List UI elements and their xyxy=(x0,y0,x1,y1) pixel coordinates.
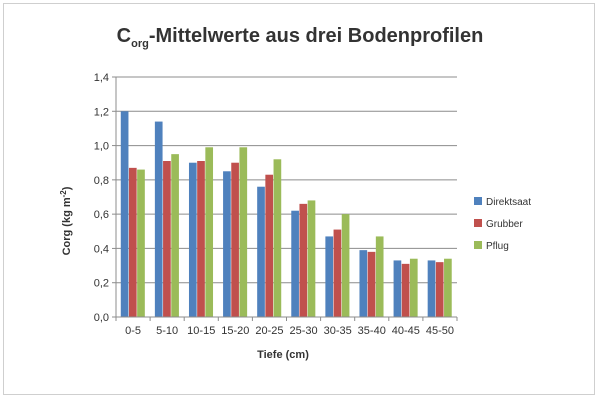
bar-direktsaat-0-5 xyxy=(120,111,129,318)
bar-grubber-10-15 xyxy=(197,161,205,317)
bar-grubber-15-20 xyxy=(231,162,239,317)
y-axis-label-main: Corg (kg m xyxy=(61,197,73,255)
bars xyxy=(120,111,452,318)
y-tick-label: 0,8 xyxy=(94,175,109,187)
x-tick-label: 40-45 xyxy=(392,325,420,337)
bar-direktsaat-15-20 xyxy=(223,171,231,317)
x-tick-label: 20-25 xyxy=(255,325,283,337)
x-tick-label: 25-30 xyxy=(289,325,317,337)
bar-pflug-10-15 xyxy=(205,147,214,317)
y-axis-label-superscript: -2 xyxy=(59,190,68,198)
bar-direktsaat-30-35 xyxy=(325,236,334,317)
y-tick-label: 1,0 xyxy=(94,141,109,153)
chart-frame: Corg-Mittelwerte aus drei Bodenprofilen … xyxy=(3,3,595,395)
bar-grubber-35-40 xyxy=(367,251,376,317)
x-tick-label: 15-20 xyxy=(221,325,249,337)
y-axis-label-end: ) xyxy=(61,186,73,190)
y-tick-label: 1,4 xyxy=(94,72,109,84)
bar-direktsaat-20-25 xyxy=(257,186,265,317)
x-axis-ticks: 0-5 5-10 10-15 15-20 20-25 25-30 30-35 35-40 40-… xyxy=(115,317,458,337)
legend-swatch-pflug xyxy=(474,241,482,249)
x-tick-label: 35-40 xyxy=(358,325,386,337)
bar-pflug-5-10 xyxy=(171,154,179,317)
bar-direktsaat-40-45 xyxy=(393,260,402,317)
legend-label-pflug: Pflug xyxy=(486,241,509,252)
bar-grubber-0-5 xyxy=(128,167,137,317)
y-tick-label: 0,6 xyxy=(94,209,109,221)
y-axis-label: Corg (kg m-2) xyxy=(59,186,73,255)
chart-title-subscript: org xyxy=(131,38,149,50)
x-tick-label: 0-5 xyxy=(125,325,141,337)
legend-label-grubber: Grubber xyxy=(486,219,523,230)
legend-swatch-grubber xyxy=(474,219,482,227)
chart-title-main: C xyxy=(117,25,131,47)
bar-direktsaat-5-10 xyxy=(154,121,163,317)
y-axis-ticks: 0,0 0,2 0,4 0,6 0,8 1,0 1,2 1,4 xyxy=(94,72,116,324)
bar-pflug-0-5 xyxy=(137,169,145,317)
bar-grubber-40-45 xyxy=(401,263,410,317)
bar-pflug-40-45 xyxy=(409,258,418,317)
bar-direktsaat-25-30 xyxy=(291,210,299,317)
y-tick-label: 0,2 xyxy=(94,278,109,290)
chart-title: Corg-Mittelwerte aus drei Bodenprofilen xyxy=(117,25,484,50)
bar-direktsaat-10-15 xyxy=(188,162,197,317)
legend: Direktsaat Grubber Pflug xyxy=(474,197,531,252)
bar-pflug-45-50 xyxy=(444,258,452,317)
x-axis-label: Tiefe (cm) xyxy=(257,349,309,361)
bar-grubber-45-50 xyxy=(435,262,444,317)
x-tick-label: 5-10 xyxy=(156,325,178,337)
bar-pflug-35-40 xyxy=(375,236,384,317)
bar-grubber-25-30 xyxy=(299,203,308,317)
bar-grubber-30-35 xyxy=(333,229,342,317)
bar-chart: Corg-Mittelwerte aus drei Bodenprofilen … xyxy=(59,25,531,361)
x-tick-label: 45-50 xyxy=(426,325,454,337)
bar-grubber-20-25 xyxy=(265,174,274,317)
bar-direktsaat-35-40 xyxy=(359,250,368,317)
y-tick-label: 0,4 xyxy=(94,243,109,255)
bar-pflug-30-35 xyxy=(341,214,350,317)
chart-title-rest: -Mittelwerte aus drei Bodenprofilen xyxy=(149,25,483,47)
legend-swatch-direktsaat xyxy=(474,197,482,205)
bar-grubber-5-10 xyxy=(163,161,171,317)
bar-pflug-25-30 xyxy=(307,200,316,317)
y-tick-label: 1,2 xyxy=(94,106,109,118)
y-tick-label: 0,0 xyxy=(94,312,109,324)
x-tick-label: 10-15 xyxy=(187,325,215,337)
bar-direktsaat-45-50 xyxy=(427,260,436,317)
legend-label-direktsaat: Direktsaat xyxy=(486,197,531,208)
bar-pflug-20-25 xyxy=(273,159,282,317)
x-tick-label: 30-35 xyxy=(324,325,352,337)
bar-pflug-15-20 xyxy=(239,147,248,317)
